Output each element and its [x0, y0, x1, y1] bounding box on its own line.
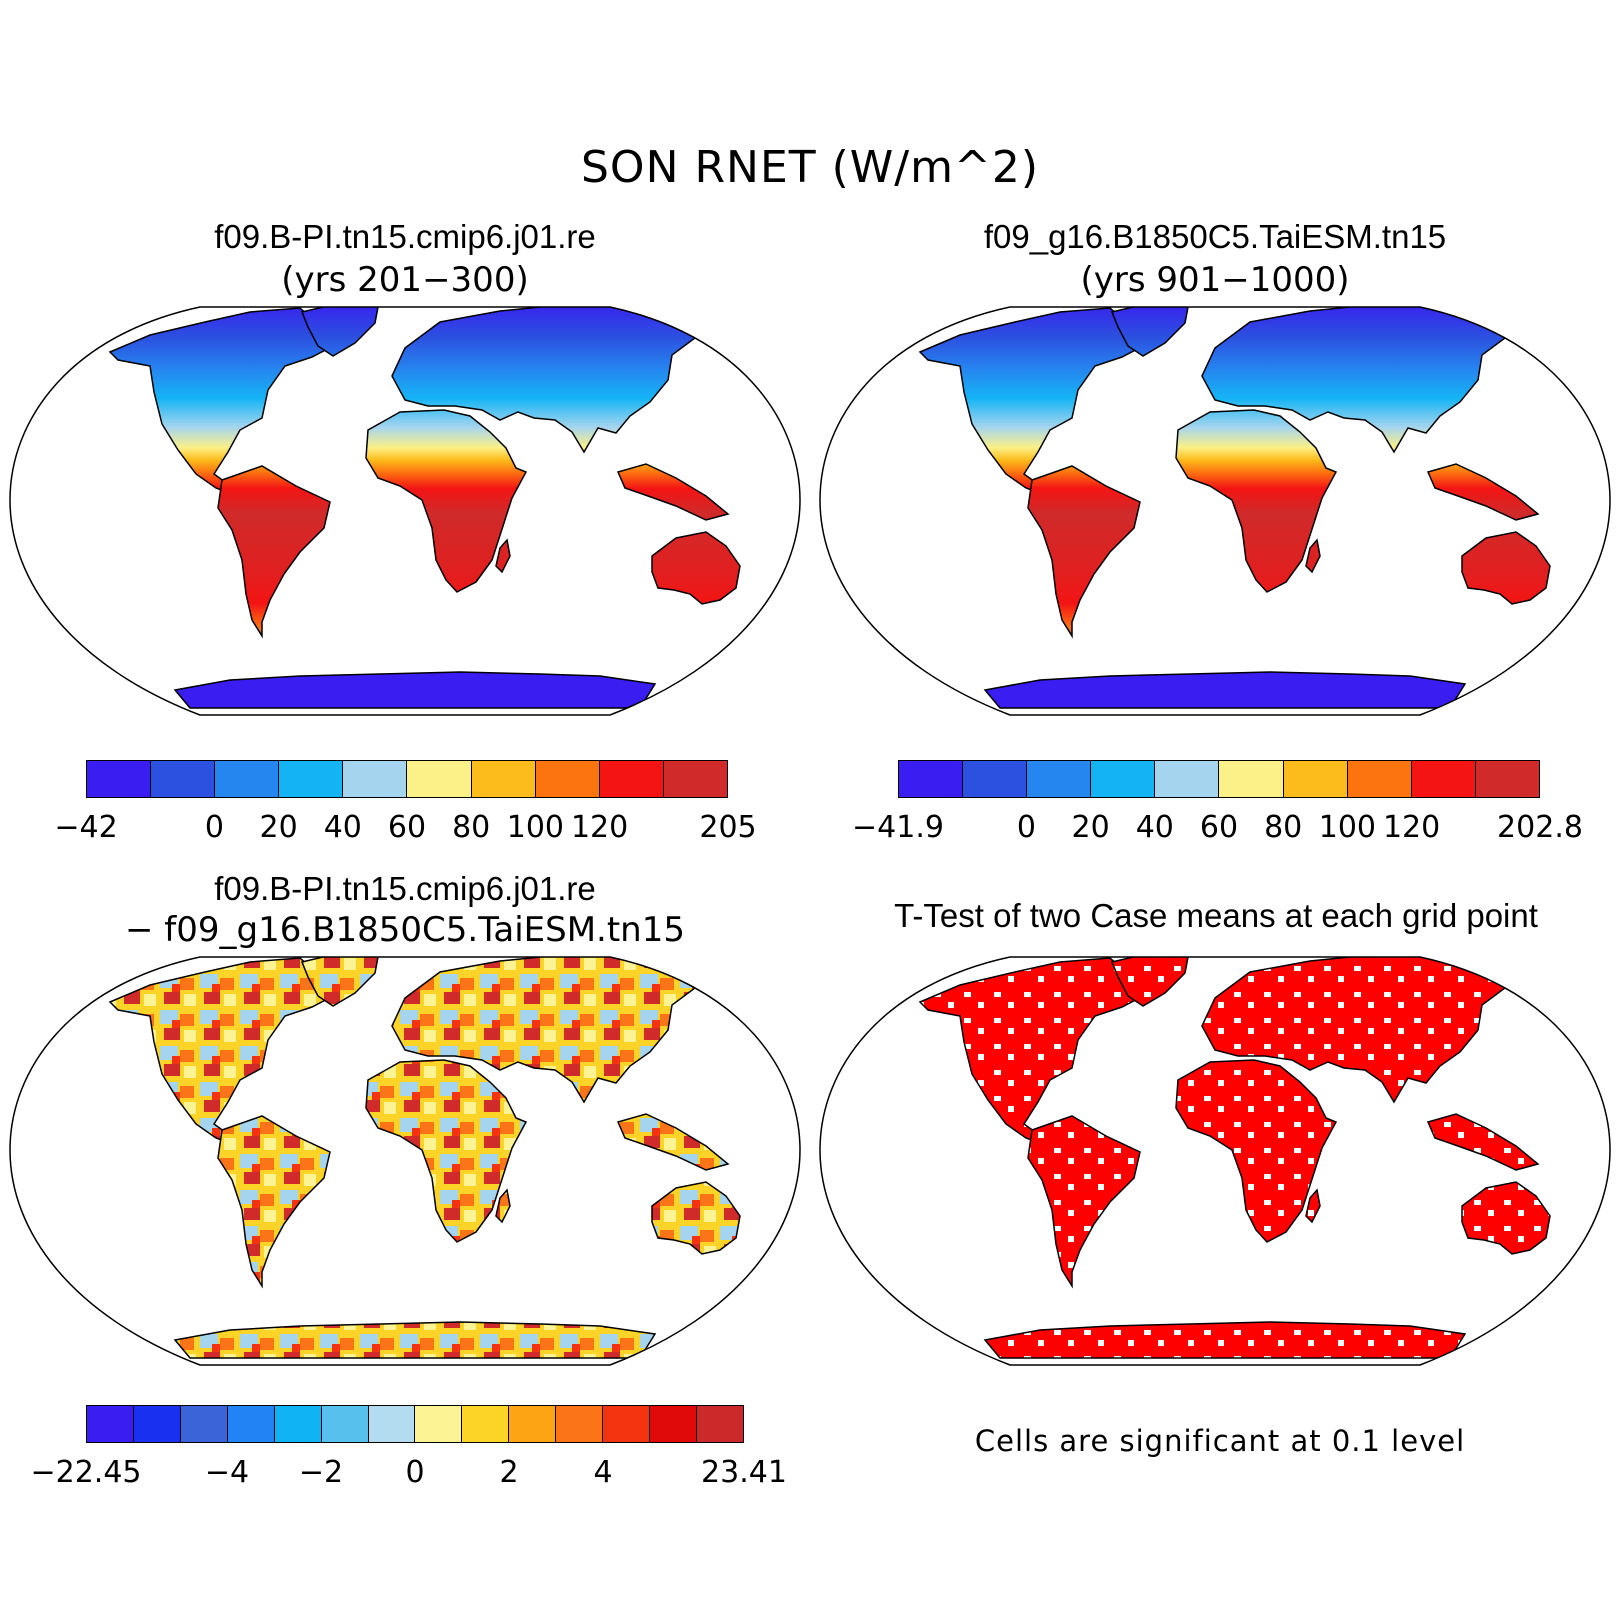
colorbar-swatch — [462, 1406, 510, 1442]
colorbar-tick-label: 80 — [452, 810, 491, 845]
colorbar-tick-label: 20 — [1071, 810, 1110, 845]
panel-3-colorbar — [86, 1405, 744, 1443]
colorbar-swatch — [1219, 761, 1284, 797]
colorbar-tick-label: 2 — [499, 1455, 519, 1490]
colorbar-swatch — [1411, 761, 1476, 797]
colorbar-swatch — [535, 761, 600, 797]
colorbar-tick-label: 202.8 — [1497, 810, 1583, 845]
colorbar-swatch — [696, 1406, 743, 1442]
colorbar-tick-label: 80 — [1264, 810, 1303, 845]
colorbar-swatch — [509, 1406, 557, 1442]
colorbar-tick-label: 60 — [1199, 810, 1239, 845]
colorbar-tick-label: −22.45 — [30, 1455, 142, 1490]
colorbar-swatch — [415, 1406, 463, 1442]
colorbar-swatch — [1347, 761, 1412, 797]
colorbar-swatch — [151, 761, 216, 797]
colorbar-swatch — [603, 1406, 651, 1442]
colorbar-swatch — [650, 1406, 697, 1442]
colorbar-swatch — [471, 761, 536, 797]
colorbar-swatch — [180, 1406, 228, 1442]
colorbar-tick-label: 4 — [593, 1455, 613, 1490]
colorbar-tick-label: 100 — [506, 810, 565, 845]
panel-1-map — [9, 306, 801, 716]
colorbar-swatch — [133, 1406, 181, 1442]
panel-2-subtitle: (yrs 901−1000) — [1080, 260, 1350, 300]
colorbar-swatch — [599, 761, 664, 797]
colorbar-tick-label: 40 — [1135, 810, 1174, 845]
colorbar-swatch — [963, 761, 1028, 797]
colorbar-tick-label: −4 — [204, 1455, 250, 1490]
colorbar-swatch — [321, 1406, 369, 1442]
colorbar-tick-label: 120 — [1382, 810, 1441, 845]
colorbar-tick-label: 0 — [204, 810, 224, 845]
panel-1-colorbar — [86, 760, 728, 798]
colorbar-swatch — [1475, 761, 1539, 797]
figure-title: SON RNET (W/m^2) — [581, 142, 1039, 193]
colorbar-swatch — [279, 761, 344, 797]
colorbar-tick-label: 100 — [1318, 810, 1377, 845]
colorbar-tick-label: 20 — [259, 810, 298, 845]
colorbar-tick-label: 40 — [323, 810, 362, 845]
colorbar-swatch — [274, 1406, 322, 1442]
colorbar-tick-label: −2 — [298, 1455, 344, 1490]
colorbar-tick-label: 120 — [570, 810, 629, 845]
colorbar-tick-label: −41.9 — [852, 810, 944, 845]
colorbar-tick-label: 23.41 — [701, 1455, 787, 1490]
colorbar-swatch — [87, 761, 152, 797]
colorbar-swatch — [1091, 761, 1156, 797]
colorbar-swatch — [87, 1406, 134, 1442]
panel-1-subtitle: (yrs 201−300) — [281, 260, 529, 300]
panel-4-map — [819, 956, 1611, 1366]
colorbar-tick-label: 60 — [387, 810, 427, 845]
panel-4-title: T-Test of two Case means at each grid po… — [894, 897, 1538, 934]
significance-note: Cells are significant at 0.1 level — [974, 1424, 1466, 1458]
panel-3-title: f09.B-PI.tn15.cmip6.j01.re — [214, 870, 596, 907]
panel-2-map — [819, 306, 1611, 716]
colorbar-tick-label: 205 — [699, 810, 757, 845]
colorbar-tick-label: −42 — [54, 810, 118, 845]
colorbar-swatch — [227, 1406, 275, 1442]
panel-3-subtitle: − f09_g16.B1850C5.TaiESM.tn15 — [125, 910, 685, 950]
panel-2-colorbar — [898, 760, 1540, 798]
colorbar-swatch — [556, 1406, 604, 1442]
colorbar-swatch — [1283, 761, 1348, 797]
colorbar-swatch — [663, 761, 727, 797]
panel-1-title: f09.B-PI.tn15.cmip6.j01.re — [214, 218, 596, 255]
colorbar-swatch — [343, 761, 408, 797]
panel-2-title: f09_g16.B1850C5.TaiESM.tn15 — [983, 218, 1447, 255]
colorbar-swatch — [1155, 761, 1220, 797]
colorbar-swatch — [407, 761, 472, 797]
colorbar-swatch — [899, 761, 964, 797]
colorbar-tick-label: 0 — [405, 1455, 425, 1490]
colorbar-tick-label: 0 — [1016, 810, 1036, 845]
panel-3-map — [9, 956, 801, 1366]
colorbar-swatch — [1027, 761, 1092, 797]
colorbar-swatch — [368, 1406, 416, 1442]
colorbar-swatch — [215, 761, 280, 797]
